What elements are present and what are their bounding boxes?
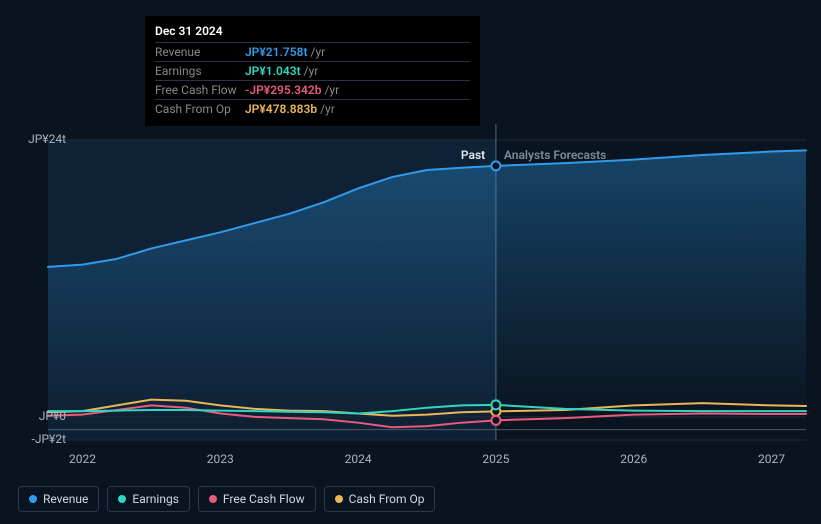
tooltip-row-unit: /yr [324, 83, 339, 97]
tooltip-date: Dec 31 2024 [155, 24, 470, 38]
forecast-label: Analysts Forecasts [504, 148, 606, 162]
tooltip-row-label: Revenue [155, 45, 245, 59]
tooltip-row-unit: /yr [311, 45, 326, 59]
legend-item-free-cash-flow[interactable]: Free Cash Flow [198, 486, 316, 512]
chart-legend: Revenue Earnings Free Cash Flow Cash From O… [18, 486, 435, 512]
tooltip-row-value: JP¥478.883b [245, 102, 317, 116]
legend-item-label: Free Cash Flow [223, 492, 305, 506]
legend-item-revenue[interactable]: Revenue [18, 486, 99, 512]
tooltip-row-value: JP¥21.758t [245, 45, 308, 59]
tooltip-row: EarningsJP¥1.043t/yr [155, 61, 470, 80]
tooltip-row-label: Earnings [155, 64, 245, 78]
y-axis-label: -JP¥2t [0, 432, 66, 446]
tooltip-row: RevenueJP¥21.758t/yr [155, 42, 470, 61]
tooltip-row-unit: /yr [304, 64, 319, 78]
chart-tooltip: Dec 31 2024 RevenueJP¥21.758t/yrEarnings… [145, 16, 480, 126]
y-axis-label: JP¥0 [0, 409, 66, 423]
tooltip-row-label: Free Cash Flow [155, 83, 245, 97]
x-axis-label: 2025 [482, 452, 509, 466]
legend-dot-icon [29, 495, 37, 503]
tooltip-row: Cash From OpJP¥478.883b/yr [155, 99, 470, 118]
tooltip-row: Free Cash Flow-JP¥295.342b/yr [155, 80, 470, 99]
tooltip-row-label: Cash From Op [155, 102, 245, 116]
tooltip-row-value: -JP¥295.342b [245, 83, 321, 97]
legend-item-label: Cash From Op [349, 492, 425, 506]
x-axis-label: 2023 [207, 452, 234, 466]
legend-item-cash-from-op[interactable]: Cash From Op [324, 486, 436, 512]
x-axis-label: 2026 [620, 452, 647, 466]
legend-dot-icon [335, 495, 343, 503]
y-axis-label: JP¥24t [0, 132, 66, 146]
legend-item-earnings[interactable]: Earnings [107, 486, 190, 512]
tooltip-row-unit: /yr [320, 102, 335, 116]
chart-container: Dec 31 2024 RevenueJP¥21.758t/yrEarnings… [0, 0, 821, 524]
x-axis-label: 2022 [69, 452, 96, 466]
x-axis-label: 2027 [758, 452, 785, 466]
legend-item-label: Revenue [43, 492, 88, 506]
past-label: Past [461, 148, 485, 162]
x-axis-label: 2024 [345, 452, 372, 466]
legend-dot-icon [209, 495, 217, 503]
tooltip-row-value: JP¥1.043t [245, 64, 301, 78]
legend-dot-icon [118, 495, 126, 503]
legend-item-label: Earnings [132, 492, 179, 506]
